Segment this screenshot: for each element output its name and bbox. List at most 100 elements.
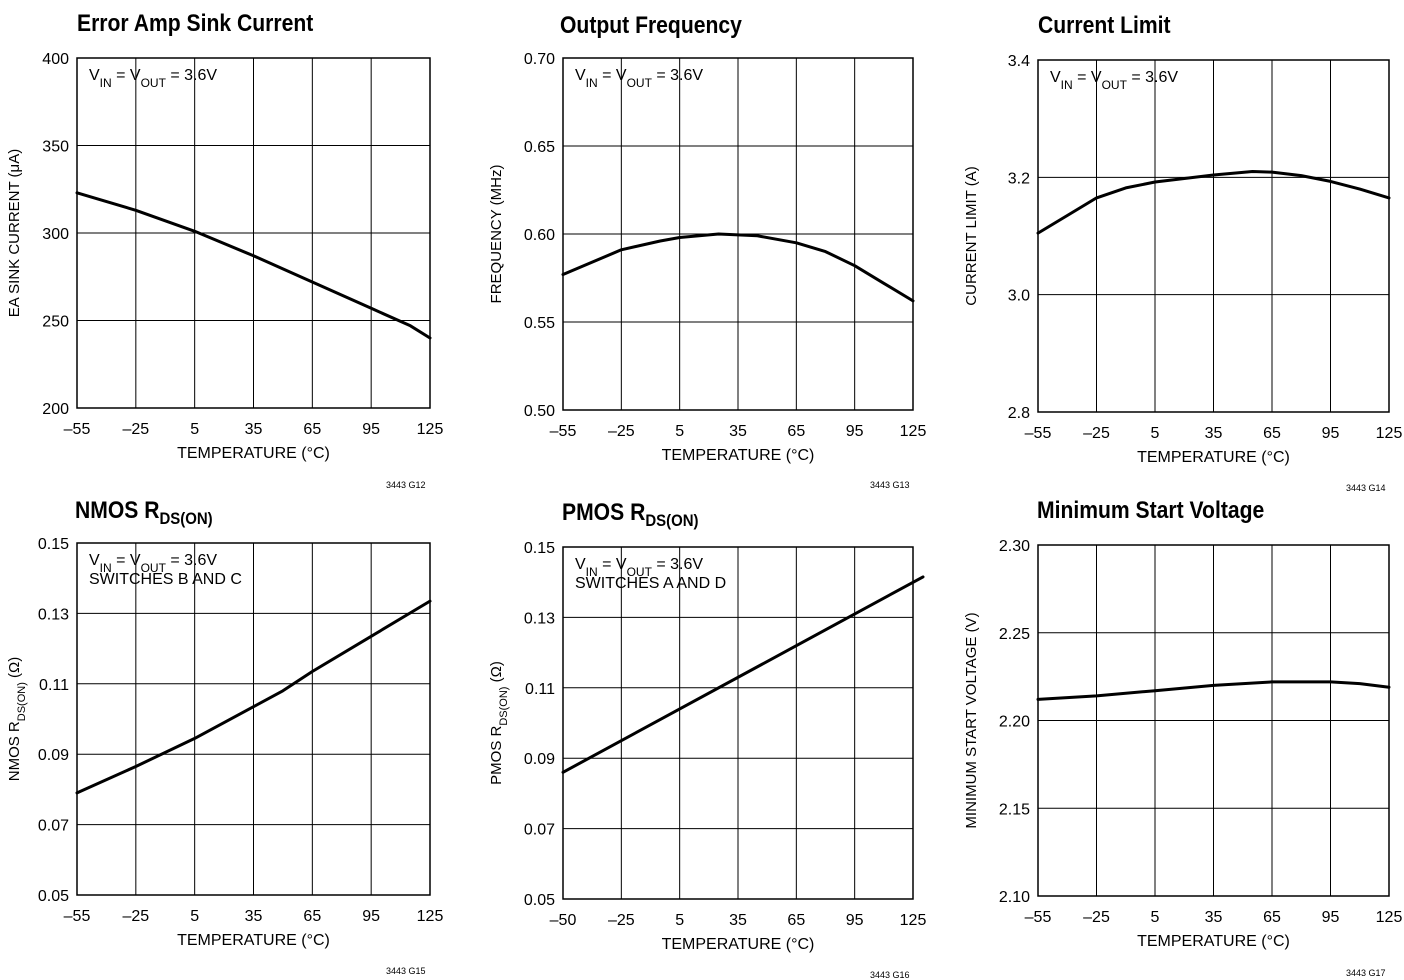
x-tick-label: 95: [846, 912, 864, 929]
y-tick-label: 0.07: [38, 818, 69, 835]
y-tick-label: 0.15: [524, 540, 555, 557]
y-tick-label: 300: [42, 226, 69, 243]
y-axis-label: CURRENT LIMIT (A): [963, 166, 980, 305]
y-tick-label: 0.07: [524, 822, 555, 839]
series-line: [561, 232, 915, 303]
y-tick-label: 2.25: [999, 626, 1030, 643]
x-tick-label: –25: [608, 423, 635, 440]
y-axis-label: MINIMUM START VOLTAGE (V): [963, 612, 980, 828]
chart-error-amp-sink-current: –55 –25 5 35 65 95 125 200 250 300 350 400 TEMPERATU…: [6, 51, 443, 462]
x-axis-label: TEMPERATURE (°C): [662, 936, 815, 953]
x-tick-label: 95: [846, 423, 864, 440]
x-tick-label: 5: [190, 421, 199, 438]
x-tick-label: –55: [1025, 425, 1052, 442]
x-tick-label: 95: [362, 908, 380, 925]
x-tick-label: –50: [550, 912, 577, 929]
x-axis-label: TEMPERATURE (°C): [177, 932, 330, 949]
chart-title: Minimum Start Voltage: [1037, 497, 1265, 524]
plot-frame: [562, 546, 914, 900]
annotation: SWITCHES A AND D: [575, 575, 726, 592]
x-tick-label: 125: [1376, 425, 1403, 442]
y-tick-label: 3.2: [1008, 170, 1030, 187]
x-tick-label: 35: [1205, 909, 1223, 926]
x-tick-label: 5: [675, 912, 684, 929]
x-tick-label: –55: [64, 421, 91, 438]
series-line: [75, 191, 432, 340]
x-tick-label: 125: [417, 908, 444, 925]
series-line: [1036, 170, 1391, 235]
series-line: [1036, 680, 1391, 701]
x-tick-label: –25: [1083, 425, 1110, 442]
figure-code: 3443 G17: [1346, 968, 1386, 978]
x-tick-label: 125: [1376, 909, 1403, 926]
x-tick-label: –55: [64, 908, 91, 925]
x-tick-label: 5: [190, 908, 199, 925]
panel-output-frequency: Output Frequency –55 –25 5 35 65 95 125 0.50 0.5…: [468, 0, 936, 490]
annotation: VIN = VOUT = 3.6V: [89, 552, 217, 575]
x-axis-label: TEMPERATURE (°C): [1137, 449, 1290, 466]
y-tick-label: 2.15: [999, 801, 1030, 818]
y-tick-label: 250: [42, 314, 69, 331]
annotation: VIN = VOUT = 3.6V: [1050, 69, 1178, 92]
plot-frame: [76, 542, 431, 896]
figure-code: 3443 G15: [386, 966, 426, 976]
chart-title: Output Frequency: [560, 12, 742, 39]
chart-pmos-rdson: –50 –25 5 35 65 95 125 0.05 0.07 0.09 0.11 0.13 0.15…: [488, 540, 927, 953]
annotation: VIN = VOUT = 3.6V: [89, 67, 217, 90]
y-tick-label: 0.55: [524, 315, 555, 332]
chart-title: Error Amp Sink Current: [77, 10, 314, 37]
x-tick-label: 35: [245, 908, 263, 925]
annotation: VIN = VOUT = 3.6V: [575, 556, 703, 579]
chart-title: PMOS RDS(ON): [562, 499, 699, 530]
y-tick-label: 400: [42, 51, 69, 68]
x-tick-label: –25: [122, 421, 149, 438]
series-line: [75, 599, 432, 795]
x-axis-label: TEMPERATURE (°C): [662, 447, 815, 464]
x-tick-label: 35: [245, 421, 263, 438]
chart-output-frequency: –55 –25 5 35 65 95 125 0.50 0.55 0.60 0.65 0.70 TEMP…: [488, 51, 926, 464]
x-tick-label: 35: [729, 912, 747, 929]
x-tick-label: –25: [608, 912, 635, 929]
y-tick-label: 0.50: [524, 403, 555, 420]
x-axis-label: TEMPERATURE (°C): [177, 445, 330, 462]
y-tick-label: 0.11: [525, 681, 555, 698]
chart-minimum-start-voltage: –55 –25 5 35 65 95 125 2.10 2.15 2.20 2.25 2.30 TEMP…: [963, 538, 1403, 950]
panel-current-limit: Current Limit –55 –25 5 35 65 95 125 2.8 3.0 3.2 3…: [936, 0, 1404, 493]
y-tick-label: 0.09: [524, 751, 555, 768]
y-tick-label: 2.30: [999, 538, 1030, 555]
x-tick-label: 5: [1151, 909, 1160, 926]
y-axis-label: NMOS RDS(ON) (Ω): [6, 657, 28, 781]
x-tick-label: 65: [787, 912, 805, 929]
y-tick-label: 0.65: [524, 139, 555, 156]
y-tick-label: 0.13: [38, 606, 69, 623]
y-axis-label: EA SINK CURRENT (μA): [6, 149, 23, 317]
chart-current-limit: –55 –25 5 35 65 95 125 2.8 3.0 3.2 3.4 TEMPERATURE …: [963, 53, 1403, 466]
panel-minimum-start-voltage: Minimum Start Voltage –55 –25 5 35 65 95 125 2.…: [936, 489, 1404, 978]
x-tick-label: 95: [1322, 425, 1340, 442]
x-tick-label: 125: [900, 912, 927, 929]
x-tick-label: 95: [1322, 909, 1340, 926]
x-axis-label: TEMPERATURE (°C): [1137, 933, 1290, 950]
y-tick-label: 3.0: [1008, 288, 1030, 305]
y-tick-label: 0.60: [524, 227, 555, 244]
y-tick-label: 0.05: [38, 888, 69, 905]
y-axis-label: PMOS RDS(ON) (Ω): [488, 661, 510, 785]
plot-frame: [562, 57, 914, 411]
chart-title: NMOS RDS(ON): [75, 497, 213, 528]
y-tick-label: 200: [42, 401, 69, 418]
chart-title: Current Limit: [1038, 12, 1171, 39]
x-tick-label: –55: [1025, 909, 1052, 926]
x-tick-label: –55: [550, 423, 577, 440]
panel-nmos-rdson: NMOS RDS(ON) –55 –25 5 35 65 95 125 0.05 0.07 0.0…: [0, 489, 468, 978]
x-tick-label: 35: [729, 423, 747, 440]
y-tick-label: 350: [42, 139, 69, 156]
x-tick-label: 35: [1205, 425, 1223, 442]
figure-code: 3443 G12: [386, 480, 426, 490]
y-tick-label: 0.15: [38, 536, 69, 553]
x-tick-label: 65: [1263, 909, 1281, 926]
series-line: [561, 575, 925, 774]
annotation: VIN = VOUT = 3.6V: [575, 67, 703, 90]
y-tick-label: 0.09: [38, 747, 69, 764]
x-tick-label: –25: [1083, 909, 1110, 926]
x-tick-label: 5: [1151, 425, 1160, 442]
